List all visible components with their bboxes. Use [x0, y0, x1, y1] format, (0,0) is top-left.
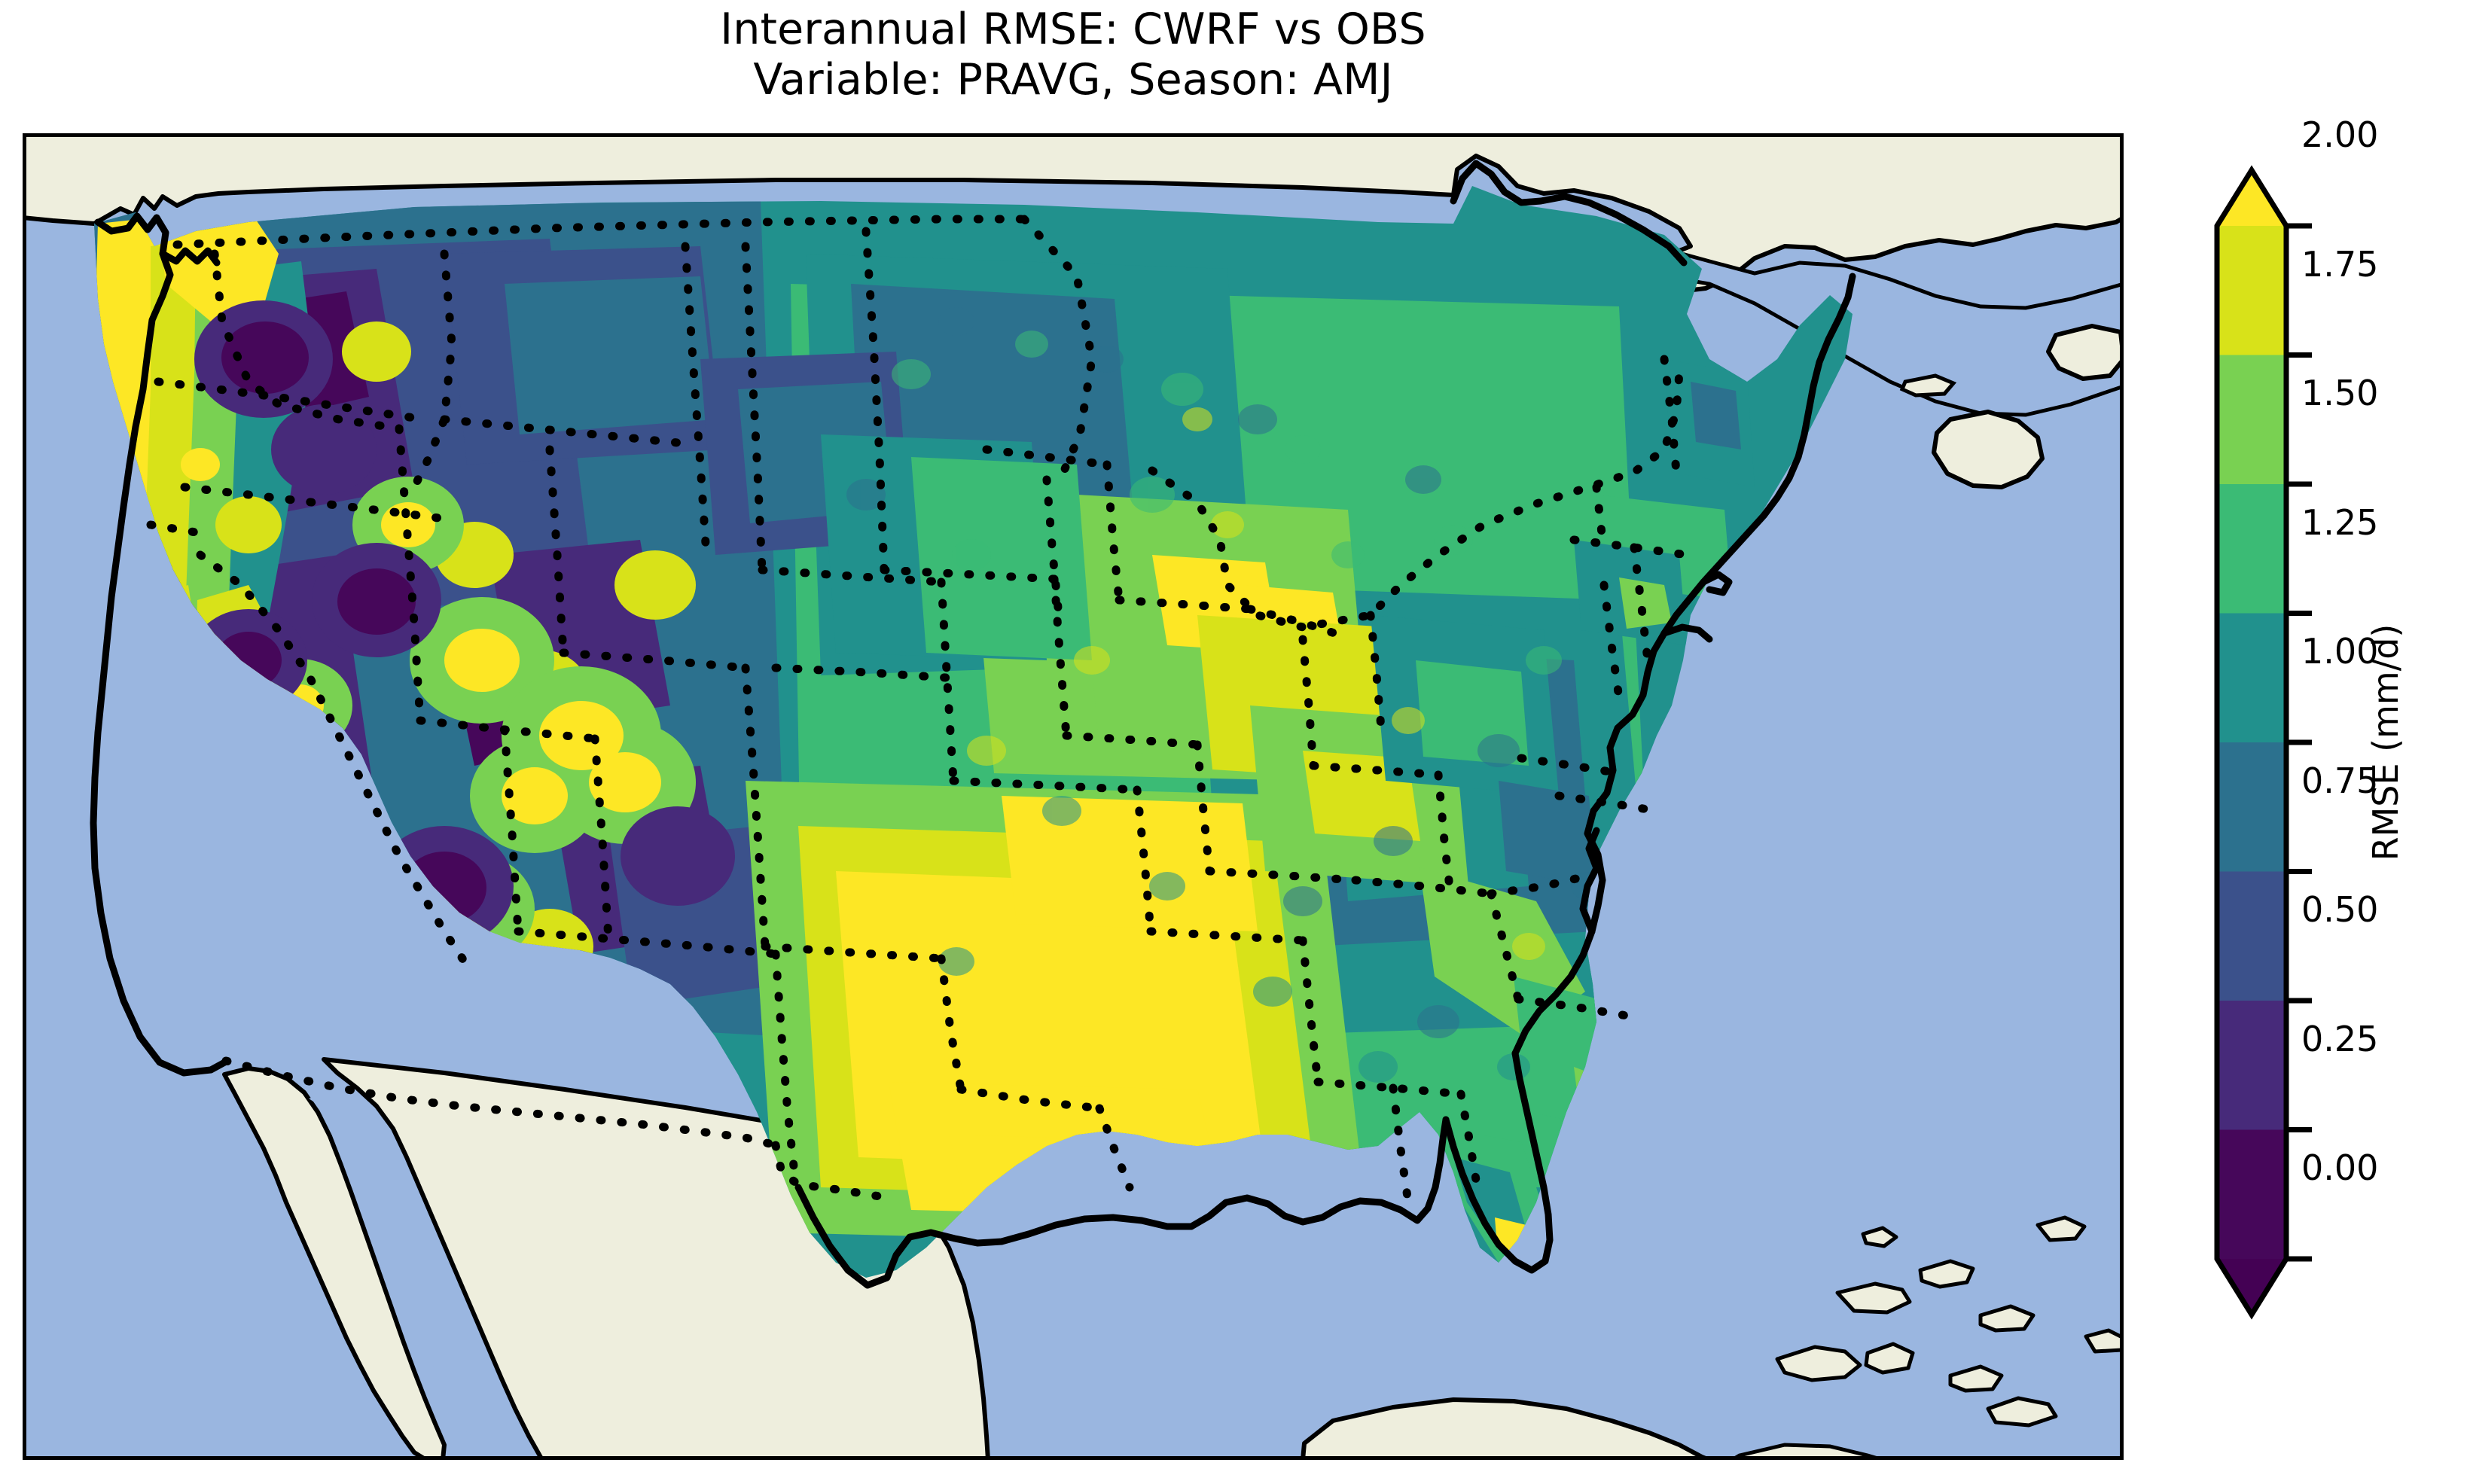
land-cuba — [1301, 1397, 1706, 1456]
colorbar-tick-label-000: 0.00 — [2301, 1147, 2379, 1188]
colorbar: 2.00 1.75 1.50 1.25 1.00 0.75 0.50 0.25 … — [2214, 114, 2378, 1320]
land-prince-edward — [1899, 373, 1957, 398]
colorbar-extend-min-arrow — [2217, 1259, 2286, 1315]
title-line-primary: Interannual RMSE: CWRF vs OBS — [720, 5, 1426, 54]
gulf-of-california — [309, 1091, 523, 1445]
state-borders — [146, 215, 1691, 1207]
colorbar-tick-label-100: 1.00 — [2301, 631, 2379, 672]
colorbar-canvas — [2214, 165, 2312, 1320]
colorbar-tick-label-025: 0.25 — [2301, 1018, 2379, 1059]
coastlines — [90, 160, 1856, 1289]
colorbar-tick-label-175: 1.75 — [2301, 243, 2379, 285]
map-plot-area — [23, 133, 2124, 1460]
figure-title: Interannual RMSE: CWRF vs OBS Variable: … — [0, 5, 2146, 105]
colorbar-extend-max-arrow — [2217, 170, 2286, 226]
land-newfoundland — [2046, 324, 2120, 381]
land-cuba-east — [1734, 1443, 1877, 1456]
colorbar-tick-label-050: 0.50 — [2301, 889, 2379, 930]
colorbar-axis-label: RMSE (mm/d) — [2365, 623, 2406, 861]
colorbar-ticks — [2286, 223, 2312, 1262]
land-bahamas — [1775, 1215, 2120, 1428]
title-line-secondary: Variable: PRAVG, Season: AMJ — [753, 54, 1393, 105]
colorbar-tick-label-150: 1.50 — [2301, 373, 2379, 413]
colorbar-bands — [2217, 226, 2286, 1259]
colorbar-tick-label-200: 2.00 — [2301, 114, 2379, 155]
land-nova-scotia — [1932, 410, 2045, 489]
land-north-america — [26, 137, 2120, 294]
colorbar-tick-label-075: 0.75 — [2301, 760, 2379, 801]
map-canvas — [26, 137, 2120, 1456]
colorbar-tick-label-125: 1.25 — [2301, 501, 2379, 543]
land-baja-california — [222, 1066, 447, 1456]
